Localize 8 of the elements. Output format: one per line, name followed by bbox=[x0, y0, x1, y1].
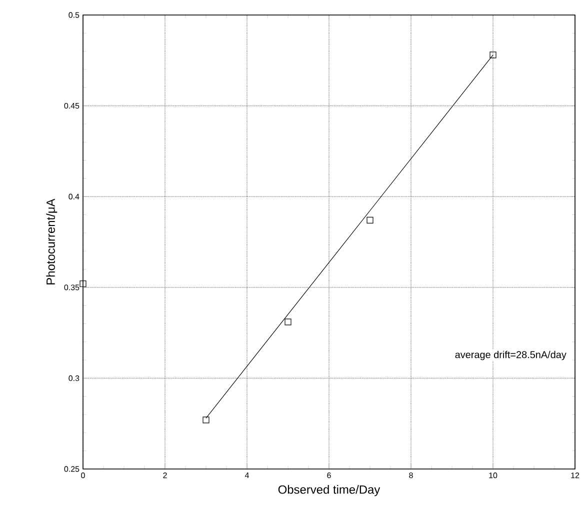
y-axis-title: Photocurrent/μA bbox=[46, 198, 58, 284]
point bbox=[366, 216, 374, 224]
point bbox=[80, 280, 86, 288]
annotation: average drift=28.5nA/day bbox=[455, 350, 566, 360]
point bbox=[490, 52, 496, 58]
x-axis-title: Observed time/Day bbox=[278, 485, 380, 496]
point bbox=[284, 318, 292, 326]
point bbox=[202, 416, 210, 424]
